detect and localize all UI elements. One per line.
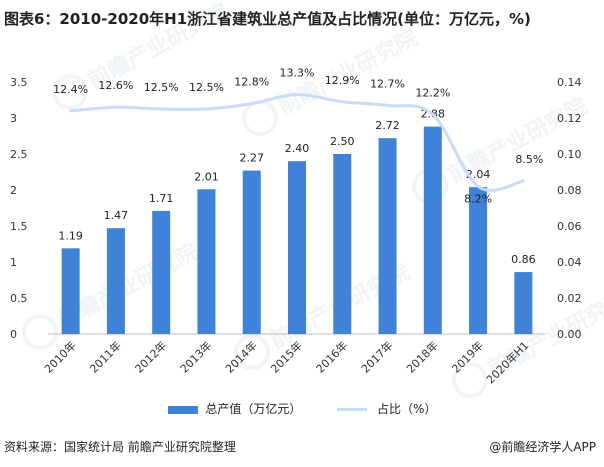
chart-title: 图表6：2010-2020年H1浙江省建筑业总产值及占比情况(单位：万亿元，%)	[4, 10, 531, 28]
share-value-label: 12.2%	[415, 86, 450, 99]
bar-value-label: 2.72	[375, 119, 400, 132]
left-axis-tick-label: 1	[10, 256, 17, 269]
legend-item-total-output: 总产值（万亿元）	[167, 400, 302, 417]
right-axis-tick-label: 0.12	[557, 112, 582, 125]
share-value-label: 8.2%	[464, 192, 492, 205]
bar-value-label: 2.50	[330, 135, 355, 148]
bar-value-label: 1.47	[104, 209, 129, 222]
share-value-label: 12.5%	[144, 81, 179, 94]
legend-line-swatch	[337, 408, 368, 411]
right-axis-tick-label: 0.10	[557, 148, 582, 161]
left-axis-tick-label: 2.5	[10, 148, 28, 161]
x-axis-category-label: 2017年	[358, 338, 395, 375]
chart-area: 前瞻产业研究院 前瞻产业研究院 前瞻产业研究院 前瞻产业研究院 前瞻产业研究院 …	[10, 0, 604, 398]
right-axis-tick-label: 0.00	[557, 328, 582, 341]
watermark-logos: 前瞻产业研究院 前瞻产业研究院 前瞻产业研究院 前瞻产业研究院 前瞻产业研究院 …	[21, 0, 604, 398]
bar	[242, 170, 261, 334]
legend: 总产值（万亿元） 占比（%）	[0, 400, 604, 417]
brand-credit: @前瞻经济学人APP	[489, 440, 596, 454]
bar	[152, 210, 171, 334]
left-axis-tick-label: 1.5	[10, 220, 28, 233]
bar-value-label: 2.27	[239, 152, 264, 165]
x-axis-category-label: 2013年	[177, 338, 214, 375]
x-axis-category-label: 2018年	[403, 338, 440, 375]
bar-value-label: 1.71	[149, 192, 174, 205]
right-axis-tick-label: 0.08	[557, 184, 582, 197]
bar	[288, 161, 306, 334]
bar	[514, 272, 533, 334]
share-value-label: 12.6%	[98, 79, 133, 92]
legend-label-total-output: 总产值（万亿元）	[205, 402, 302, 416]
x-axis-category-label: 2012年	[132, 338, 169, 375]
legend-label-share: 占比（%）	[377, 402, 437, 416]
share-value-label: 8.5%	[515, 153, 543, 166]
bar	[197, 189, 216, 334]
legend-item-share: 占比（%）	[337, 400, 436, 417]
share-value-label: 12.8%	[234, 76, 269, 89]
source-note: 资料来源：国家统计局 前瞻产业研究院整理	[4, 440, 236, 454]
left-axis-tick-label: 0.5	[10, 292, 28, 305]
right-axis-tick-label: 0.02	[557, 292, 582, 305]
share-value-label: 12.9%	[325, 74, 360, 87]
share-line	[69, 93, 525, 192]
x-axis-category-label: 2010年	[41, 338, 78, 375]
bar-value-label: 2.40	[285, 142, 310, 155]
bar	[106, 228, 125, 334]
bar-value-label: 0.86	[511, 253, 536, 266]
bar	[378, 138, 397, 334]
bar	[61, 248, 80, 334]
right-axis-tick-label: 0.04	[557, 256, 582, 269]
left-axis-tick-label: 3.5	[10, 76, 28, 89]
share-value-label: 12.5%	[189, 81, 224, 94]
bar-value-label: 1.19	[58, 229, 83, 242]
bar	[333, 154, 352, 334]
x-axis-category-label: 2011年	[87, 338, 124, 375]
left-axis-tick-label: 0	[10, 328, 17, 341]
bar	[469, 187, 488, 334]
right-axis-tick-label: 0.14	[557, 76, 582, 89]
share-value-label: 12.7%	[370, 77, 405, 90]
legend-bar-swatch	[167, 405, 198, 414]
share-value-label: 12.4%	[53, 83, 88, 96]
bar	[423, 126, 442, 334]
x-axis-category-label: 2014年	[222, 338, 259, 375]
right-axis-tick-label: 0.06	[557, 220, 582, 233]
left-axis-tick-label: 2	[10, 184, 17, 197]
left-axis-tick-label: 3	[10, 112, 17, 125]
share-value-label: 13.3%	[280, 67, 315, 80]
x-axis-category-label: 2016年	[313, 338, 350, 375]
bar-value-label: 2.01	[194, 170, 219, 183]
